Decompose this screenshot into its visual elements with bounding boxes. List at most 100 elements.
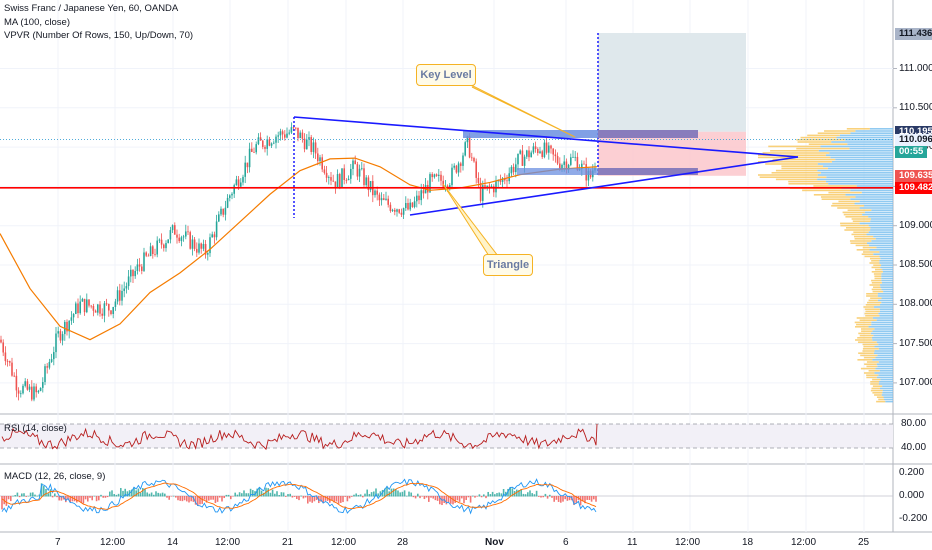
macd-histogram-bar [421, 496, 423, 497]
candle-body [431, 174, 433, 178]
macd-histogram-bar [243, 490, 245, 497]
candle-body [134, 270, 136, 277]
vpvr-legend[interactable]: VPVR (Number Of Rows, 150, Up/Down, 70) [4, 30, 194, 41]
candle-body [486, 185, 488, 189]
vp-bar-up [878, 383, 893, 385]
macd-histogram-bar [348, 496, 351, 499]
candle-body [420, 190, 422, 201]
rsi-legend[interactable]: RSI (14, close) [4, 423, 67, 434]
vp-bar-up [859, 222, 893, 225]
macd-histogram-bar [236, 494, 239, 497]
macd-histogram-bar [474, 496, 476, 498]
candle-body [339, 174, 341, 188]
macd-histogram-bar [40, 483, 43, 497]
support-overlap [598, 168, 698, 175]
macd-histogram-bar [126, 491, 129, 497]
macd-histogram-bar [362, 496, 364, 498]
vp-bar-up [872, 359, 893, 361]
candle-body [235, 179, 238, 186]
vp-bar-down [870, 381, 880, 383]
target-zone [598, 33, 746, 132]
candle-body [501, 178, 504, 182]
time-tick-label: 14 [167, 537, 179, 548]
macd-histogram-bar [148, 493, 151, 497]
macd-histogram-bar [450, 496, 452, 504]
macd-histogram-bar [186, 496, 188, 502]
candle-body [112, 307, 114, 315]
vp-bar-down [876, 396, 884, 398]
macd-histogram-bar [463, 496, 465, 504]
position-tool[interactable] [597, 33, 746, 176]
resistance-overlap [598, 130, 698, 138]
vp-bar-down [868, 370, 880, 372]
macd-histogram-bar [71, 496, 74, 502]
macd-histogram-bar [89, 496, 91, 498]
candle-body [22, 385, 24, 394]
macd-histogram-bar [359, 494, 362, 497]
macd-legend[interactable]: MACD (12, 26, close, 9) [4, 471, 106, 482]
vp-bar-down [832, 202, 855, 205]
vp-bar-down [866, 376, 877, 379]
macd-histogram-bar [355, 493, 357, 497]
vp-bar-up [879, 315, 893, 317]
vp-bar-down [861, 253, 874, 255]
macd-histogram-bar [269, 492, 272, 497]
macd-panel [0, 478, 893, 515]
candle-body [581, 163, 583, 170]
triangle-lower [409, 156, 799, 216]
macd-histogram-bar [511, 488, 514, 497]
macd-histogram-bar [146, 492, 148, 497]
candle-body [77, 303, 79, 314]
key-level-callout[interactable]: Key Level [416, 64, 476, 86]
candle-body [156, 240, 158, 255]
candle-body [347, 178, 350, 181]
candle-body [552, 148, 554, 155]
candle-body [561, 164, 563, 170]
vp-bar-down [837, 207, 860, 209]
macd-histogram-bar [568, 496, 571, 501]
candle-body [374, 190, 376, 196]
candle-body [396, 209, 398, 212]
vp-bar-up [882, 389, 893, 392]
candle-body [229, 195, 231, 198]
macd-histogram-bar [366, 489, 368, 497]
vp-bar-up [870, 220, 893, 222]
macd-histogram-bar [54, 493, 56, 497]
macd-histogram-bar [346, 496, 349, 502]
candle-body [185, 231, 187, 237]
candle-body [422, 190, 425, 194]
macd-histogram-bar [159, 493, 162, 497]
ma-legend[interactable]: MA (100, close) [4, 17, 70, 28]
candle-body [471, 157, 473, 159]
vp-bar-down [770, 150, 819, 152]
macd-histogram-bar [58, 496, 60, 501]
candle-body [101, 313, 103, 316]
candle-body [541, 151, 543, 158]
vp-bar-up [825, 154, 893, 156]
macd-histogram-bar [285, 496, 287, 497]
macd-histogram-bar [485, 496, 487, 499]
macd-histogram-bar [247, 493, 250, 497]
vp-bar-up [817, 163, 893, 165]
vp-bar-up [881, 394, 893, 396]
vp-bar-up [868, 244, 893, 247]
macd-histogram-bar [267, 488, 269, 497]
candle-body [174, 225, 176, 235]
vp-bar-up [873, 253, 893, 255]
triangle-callout[interactable]: Triangle [483, 254, 533, 276]
vp-bar-up [879, 255, 893, 258]
macd-histogram-bar [562, 496, 564, 502]
candle-body [191, 239, 194, 249]
candle-body [9, 361, 11, 363]
drawings[interactable] [0, 81, 893, 257]
candle-body [323, 169, 326, 173]
macd-histogram-bar [172, 495, 175, 497]
candle-body [178, 237, 180, 242]
macd-histogram-bar [225, 494, 228, 497]
candle-body [451, 167, 453, 186]
time-tick-label: 12:00 [791, 537, 817, 548]
candle-body [264, 146, 266, 149]
vp-bar-up [875, 356, 893, 359]
macd-histogram-bar [379, 491, 382, 497]
